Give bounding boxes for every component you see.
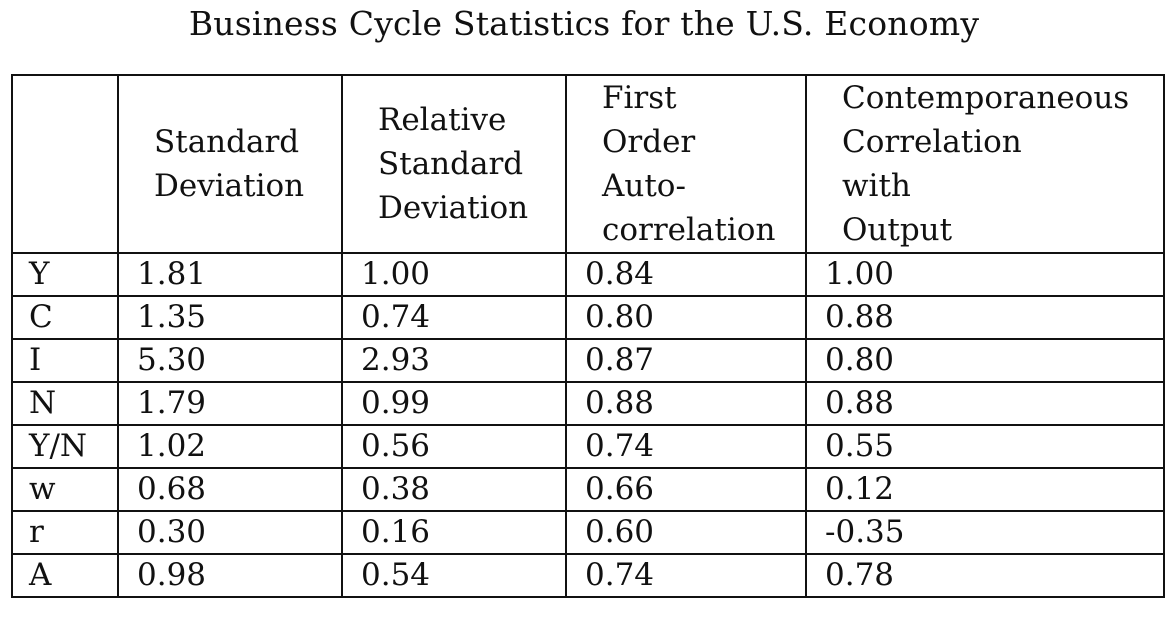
- header-line: Standard: [378, 146, 524, 182]
- relative-standard-deviation-cell: 0.56: [341, 424, 567, 469]
- variable-cell: Y/N: [11, 424, 119, 469]
- standard-deviation-cell: 1.79: [117, 381, 343, 426]
- header-line: Output: [842, 212, 953, 248]
- header-line: Standard: [154, 124, 300, 160]
- correlation-with-output-cell: 0.80: [805, 338, 1165, 383]
- table-row: Y/N 1.02 0.56 0.74 0.55: [11, 424, 1165, 469]
- correlation-with-output-cell: 0.12: [805, 467, 1165, 512]
- header-line: Contemporaneous: [842, 80, 1130, 116]
- table-row: N 1.79 0.99 0.88 0.88: [11, 381, 1165, 426]
- autocorrelation-cell: 0.74: [565, 553, 807, 598]
- standard-deviation-cell: 1.35: [117, 295, 343, 340]
- relative-standard-deviation-cell: 0.99: [341, 381, 567, 426]
- header-cell-standard-deviation: Standard Deviation: [117, 74, 343, 254]
- correlation-with-output-cell: -0.35: [805, 510, 1165, 555]
- header-line: Deviation: [154, 168, 305, 204]
- variable-cell: r: [11, 510, 119, 555]
- relative-standard-deviation-cell: 1.00: [341, 252, 567, 297]
- header-line: Auto-: [602, 168, 686, 204]
- table-row: C 1.35 0.74 0.80 0.88: [11, 295, 1165, 340]
- correlation-with-output-cell: 0.88: [805, 381, 1165, 426]
- header-line: correlation: [602, 212, 776, 248]
- variable-cell: C: [11, 295, 119, 340]
- standard-deviation-cell: 0.30: [117, 510, 343, 555]
- relative-standard-deviation-cell: 2.93: [341, 338, 567, 383]
- autocorrelation-cell: 0.74: [565, 424, 807, 469]
- header-cell-variable: [11, 74, 119, 254]
- variable-cell: I: [11, 338, 119, 383]
- table-row: A 0.98 0.54 0.74 0.78: [11, 553, 1165, 598]
- header-line: Correlation: [842, 124, 1022, 160]
- autocorrelation-cell: 0.87: [565, 338, 807, 383]
- header-cell-relative-standard-deviation: Relative Standard Deviation: [341, 74, 567, 254]
- correlation-with-output-cell: 0.88: [805, 295, 1165, 340]
- table-row: r 0.30 0.16 0.60 -0.35: [11, 510, 1165, 555]
- autocorrelation-cell: 0.60: [565, 510, 807, 555]
- business-cycle-table: Standard Deviation Relative Standard Deviat…: [11, 74, 1165, 598]
- correlation-with-output-cell: 1.00: [805, 252, 1165, 297]
- standard-deviation-cell: 1.81: [117, 252, 343, 297]
- header-line: Deviation: [378, 190, 529, 226]
- autocorrelation-cell: 0.84: [565, 252, 807, 297]
- header-cell-contemporaneous-correlation: Contemporaneous Correlation with Output: [805, 74, 1165, 254]
- correlation-with-output-cell: 0.78: [805, 553, 1165, 598]
- table-row: I 5.30 2.93 0.87 0.80: [11, 338, 1165, 383]
- table-row: Y 1.81 1.00 0.84 1.00: [11, 252, 1165, 297]
- table-row: w 0.68 0.38 0.66 0.12: [11, 467, 1165, 512]
- variable-cell: w: [11, 467, 119, 512]
- variable-cell: A: [11, 553, 119, 598]
- header-line: Relative: [378, 102, 507, 138]
- page-title: Business Cycle Statistics for the U.S. E…: [188, 4, 980, 43]
- relative-standard-deviation-cell: 0.16: [341, 510, 567, 555]
- relative-standard-deviation-cell: 0.54: [341, 553, 567, 598]
- correlation-with-output-cell: 0.55: [805, 424, 1165, 469]
- standard-deviation-cell: 0.98: [117, 553, 343, 598]
- header-line: with: [842, 168, 911, 204]
- autocorrelation-cell: 0.88: [565, 381, 807, 426]
- relative-standard-deviation-cell: 0.74: [341, 295, 567, 340]
- table-header-row: Standard Deviation Relative Standard Deviat…: [11, 74, 1165, 254]
- relative-standard-deviation-cell: 0.38: [341, 467, 567, 512]
- table-body: Standard Deviation Relative Standard Deviat…: [11, 74, 1165, 598]
- header-cell-first-order-autocorrelation: First Order Auto-correlation: [565, 74, 807, 254]
- autocorrelation-cell: 0.80: [565, 295, 807, 340]
- header-line: Order: [602, 124, 696, 160]
- autocorrelation-cell: 0.66: [565, 467, 807, 512]
- standard-deviation-cell: 5.30: [117, 338, 343, 383]
- variable-cell: Y: [11, 252, 119, 297]
- standard-deviation-cell: 0.68: [117, 467, 343, 512]
- standard-deviation-cell: 1.02: [117, 424, 343, 469]
- header-line: First: [602, 80, 677, 116]
- variable-cell: N: [11, 381, 119, 426]
